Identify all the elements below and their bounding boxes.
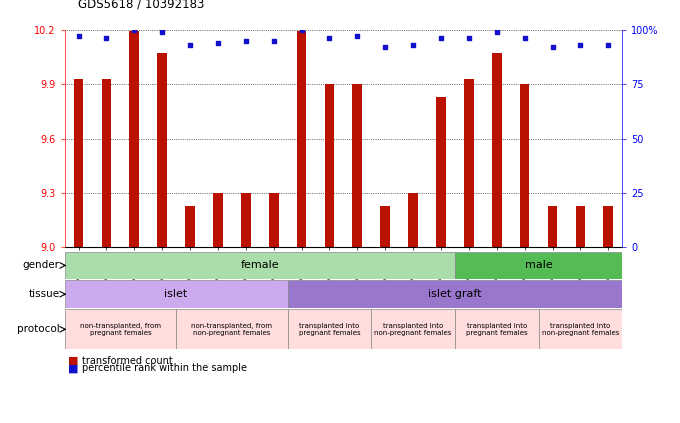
- Text: transplanted into
pregnant females: transplanted into pregnant females: [299, 323, 360, 336]
- Bar: [296, 31, 307, 247]
- Bar: [436, 97, 446, 247]
- Bar: [65, 252, 455, 279]
- Bar: [547, 206, 558, 247]
- Text: gender: gender: [23, 261, 60, 270]
- Bar: [185, 206, 195, 247]
- Point: [212, 39, 223, 46]
- Point: [547, 44, 558, 50]
- Bar: [213, 193, 223, 247]
- Point: [520, 35, 530, 42]
- Point: [241, 37, 252, 44]
- Point: [156, 28, 168, 35]
- Point: [435, 35, 446, 42]
- Point: [185, 41, 196, 48]
- Text: protocol: protocol: [17, 324, 60, 334]
- Point: [269, 37, 279, 44]
- Bar: [575, 206, 585, 247]
- Bar: [380, 206, 390, 247]
- Point: [296, 26, 307, 33]
- Bar: [176, 309, 288, 349]
- Text: female: female: [241, 261, 279, 270]
- Bar: [241, 193, 251, 247]
- Bar: [539, 309, 622, 349]
- Point: [73, 33, 84, 39]
- Bar: [408, 193, 418, 247]
- Point: [408, 41, 419, 48]
- Text: male: male: [525, 261, 552, 270]
- Bar: [157, 53, 167, 247]
- Bar: [288, 280, 622, 308]
- Bar: [455, 309, 539, 349]
- Text: islet graft: islet graft: [428, 289, 481, 299]
- Point: [464, 35, 475, 42]
- Text: transplanted into
non-pregnant females: transplanted into non-pregnant females: [375, 323, 452, 336]
- Bar: [101, 79, 112, 247]
- Bar: [65, 280, 288, 308]
- Bar: [324, 84, 335, 247]
- Bar: [492, 53, 502, 247]
- Bar: [352, 84, 362, 247]
- Bar: [269, 193, 279, 247]
- Text: transplanted into
non-pregnant females: transplanted into non-pregnant females: [542, 323, 619, 336]
- Bar: [73, 79, 84, 247]
- Bar: [65, 309, 176, 349]
- Point: [602, 41, 613, 48]
- Text: ■: ■: [68, 363, 78, 374]
- Bar: [288, 309, 371, 349]
- Bar: [455, 252, 622, 279]
- Bar: [129, 31, 139, 247]
- Bar: [603, 206, 613, 247]
- Text: transplanted into
pregnant females: transplanted into pregnant females: [466, 323, 528, 336]
- Text: percentile rank within the sample: percentile rank within the sample: [82, 363, 247, 374]
- Point: [352, 33, 363, 39]
- Point: [324, 35, 335, 42]
- Text: non-transplanted, from
pregnant females: non-transplanted, from pregnant females: [80, 323, 161, 336]
- Point: [575, 41, 586, 48]
- Text: GDS5618 / 10392183: GDS5618 / 10392183: [78, 0, 205, 11]
- Point: [129, 26, 140, 33]
- Text: islet: islet: [165, 289, 188, 299]
- Bar: [371, 309, 455, 349]
- Text: non-transplanted, from
non-pregnant females: non-transplanted, from non-pregnant fema…: [191, 323, 273, 336]
- Point: [379, 44, 390, 50]
- Text: tissue: tissue: [29, 289, 60, 299]
- Text: ■: ■: [68, 356, 78, 366]
- Point: [101, 35, 112, 42]
- Point: [491, 28, 502, 35]
- Bar: [464, 79, 474, 247]
- Bar: [520, 84, 530, 247]
- Text: transformed count: transformed count: [82, 356, 172, 366]
